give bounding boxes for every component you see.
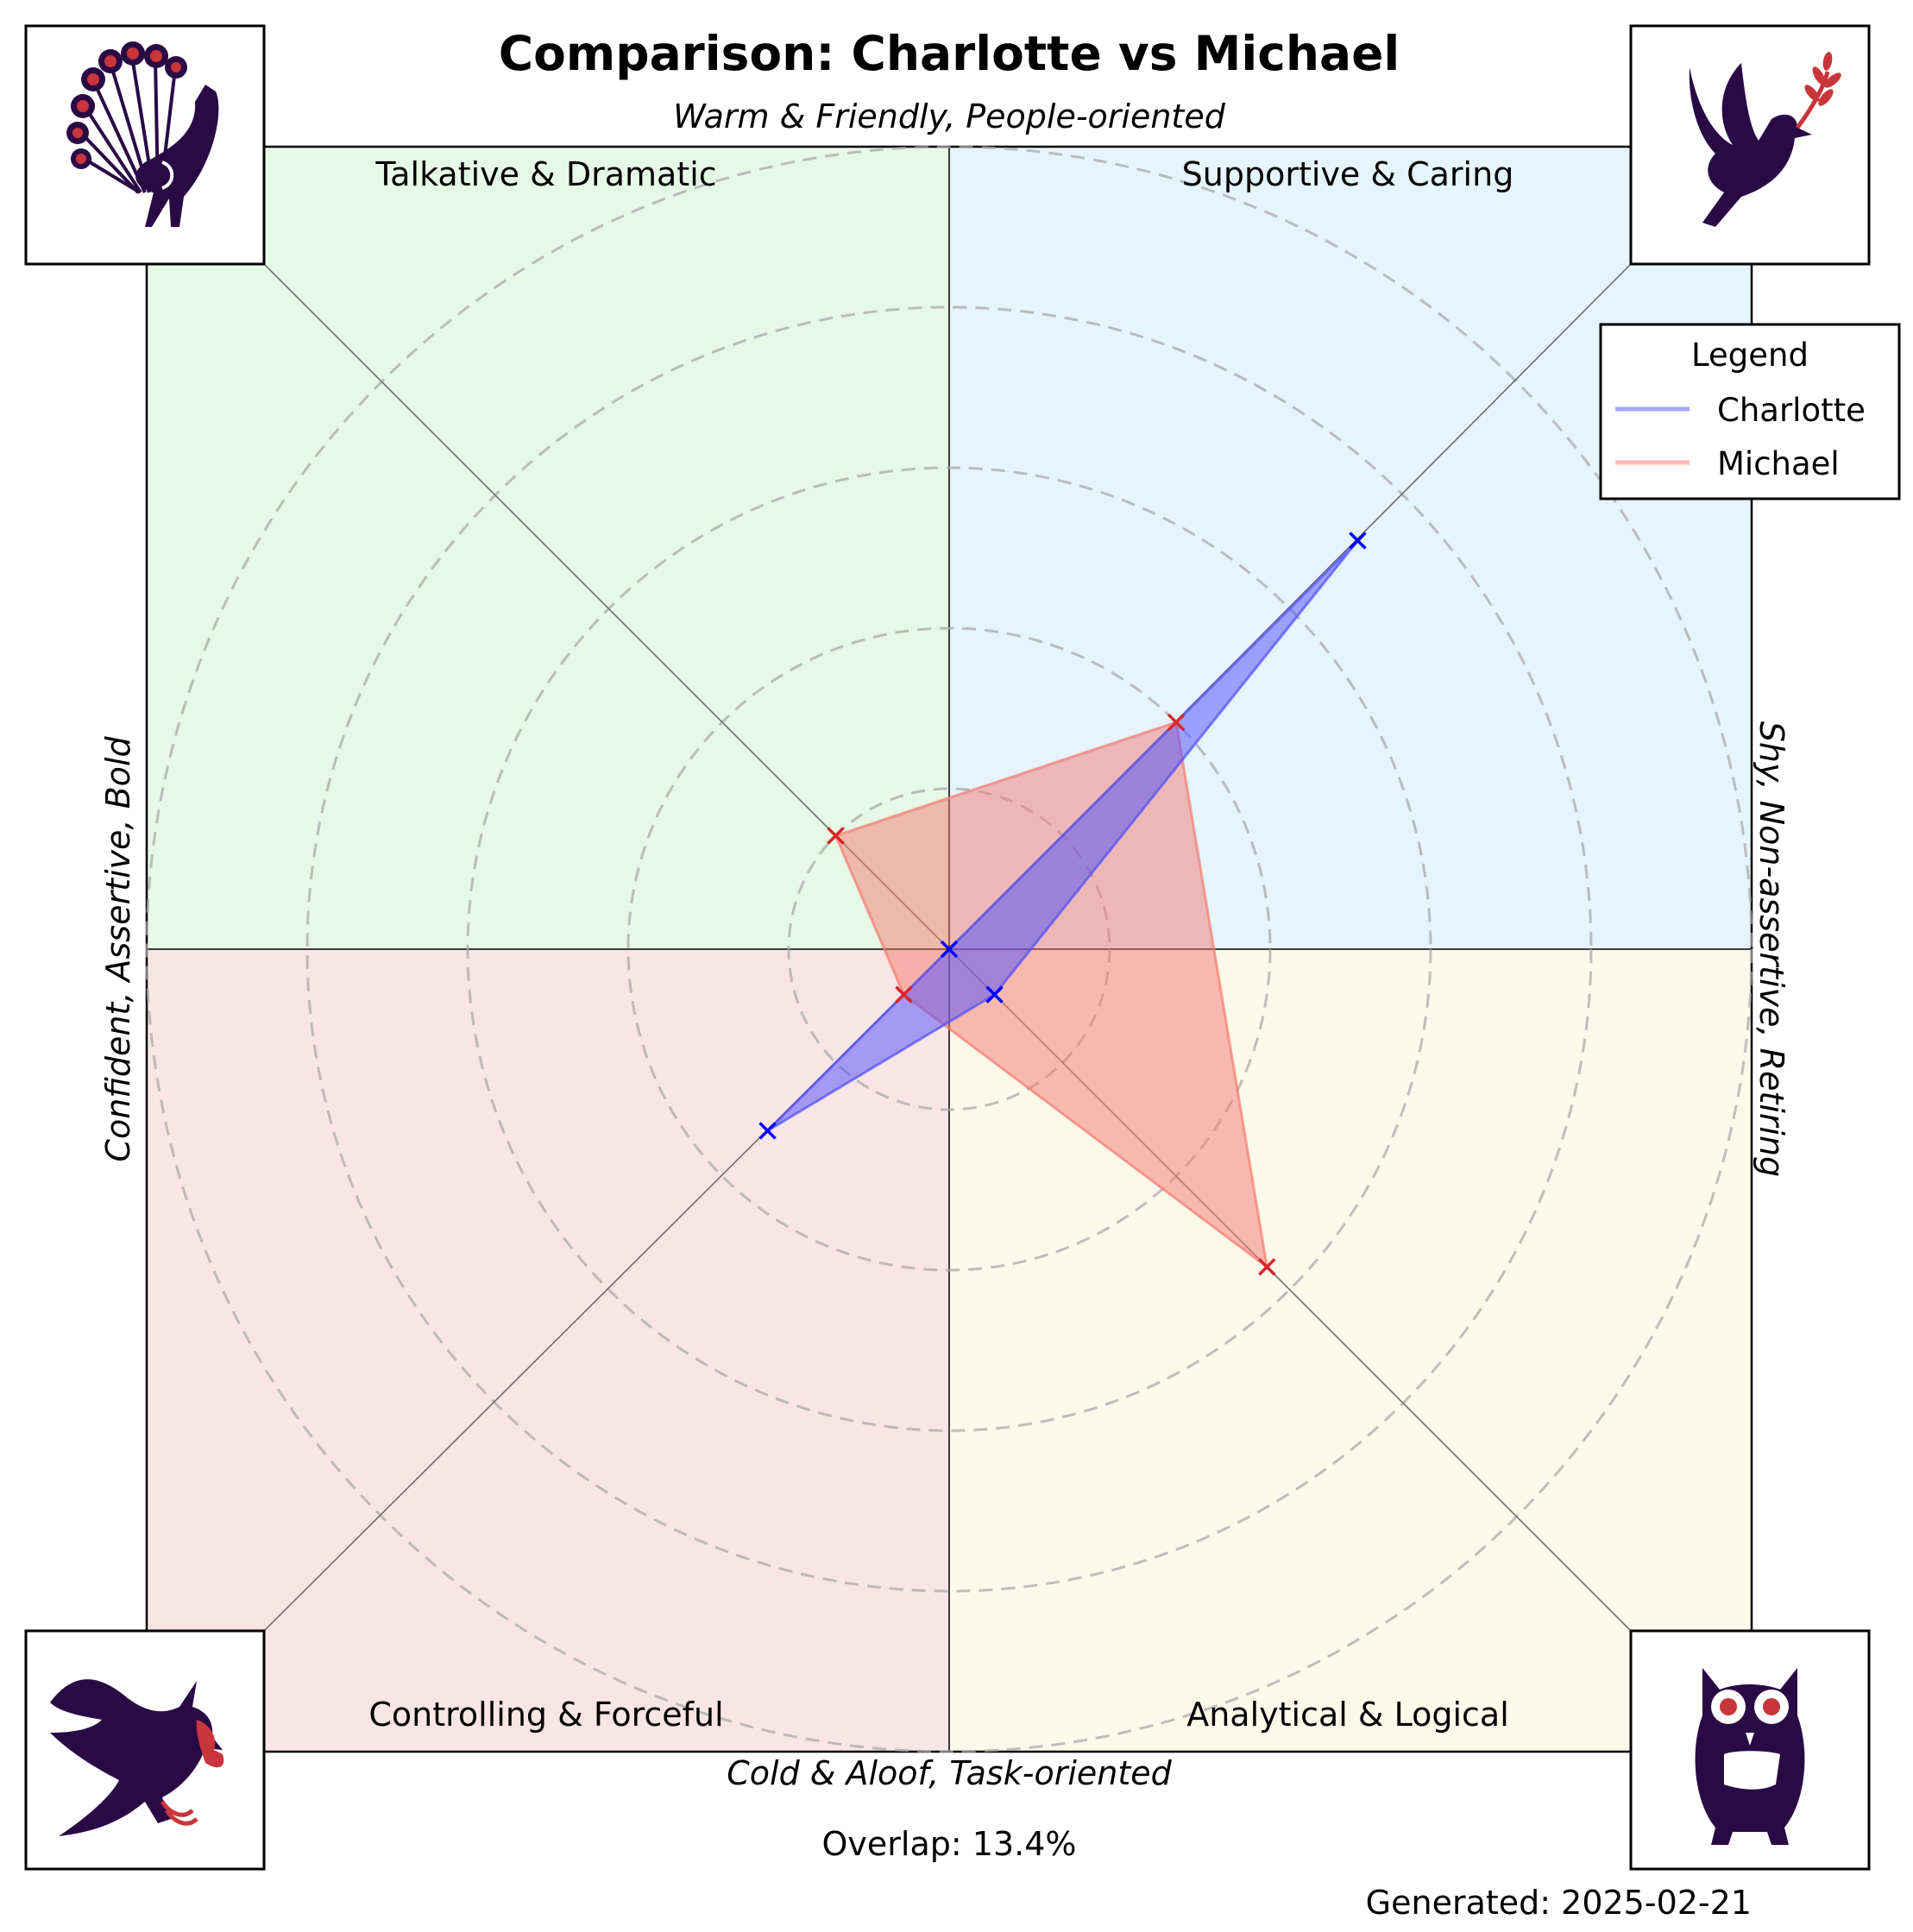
eagle-icon	[50, 1679, 224, 1836]
legend-box	[1599, 323, 1901, 500]
quadrant-label-talkative-dramatic: Talkative & Dramatic	[374, 155, 716, 193]
series-polygons	[758, 532, 1367, 1276]
grid-ring-2	[626, 626, 1272, 1272]
quadrant-label-supportive-caring: Supportive & Caring	[1182, 155, 1514, 193]
grid-rings	[145, 145, 1753, 1753]
peacock-icon	[66, 41, 219, 227]
legend-label-charlotte: Charlotte	[1717, 392, 1866, 429]
point-michael-supportive-caring	[1167, 713, 1186, 732]
quadrant-labels: Talkative & Dramatic Supportive & Caring C…	[368, 155, 1513, 1734]
point-charlotte-supportive-caring	[1349, 532, 1367, 550]
legend-label-michael: Michael	[1717, 445, 1840, 482]
bottom-axis-label: Cold & Aloof, Task-oriented	[727, 1754, 1172, 1792]
legend: Legend Charlotte Michael	[1599, 323, 1901, 500]
point-michael-controlling-forceful	[895, 985, 913, 1004]
peacock-icon-box	[24, 24, 266, 266]
eagle-icon-box	[24, 1629, 266, 1871]
point-michael-analytical-logical	[1258, 1258, 1276, 1276]
owl-icon	[1695, 1668, 1805, 1845]
grid-ring-4	[305, 305, 1593, 1593]
generated-date: Generated: 2025-02-21	[1366, 1884, 1752, 1922]
legend-title: Legend	[1691, 337, 1809, 374]
chart-title: Comparison: Charlotte vs Michael	[499, 26, 1400, 81]
overlap-label: Overlap: 13.4%	[822, 1825, 1077, 1863]
point-michael-talkative-dramatic	[827, 827, 845, 845]
quadrant-label-analytical-logical: Analytical & Logical	[1186, 1696, 1509, 1734]
grid-ring-5	[145, 145, 1753, 1753]
top-axis-label: Warm & Friendly, People-oriented	[673, 98, 1226, 135]
dove-icon	[1689, 52, 1841, 227]
right-axis-label: Shy, Non-assertive, Retiring	[1753, 721, 1790, 1177]
left-axis-label: Confident, Assertive, Bold	[99, 736, 137, 1162]
quadrant-label-controlling-forceful: Controlling & Forceful	[368, 1696, 723, 1734]
point-charlotte-talkative-dramatic	[940, 940, 959, 959]
point-charlotte-analytical-logical	[985, 985, 1004, 1004]
point-charlotte-controlling-forceful	[758, 1122, 777, 1140]
grid-ring-3	[466, 466, 1432, 1432]
dove-icon-box	[1629, 24, 1871, 266]
owl-icon-box	[1629, 1629, 1871, 1871]
